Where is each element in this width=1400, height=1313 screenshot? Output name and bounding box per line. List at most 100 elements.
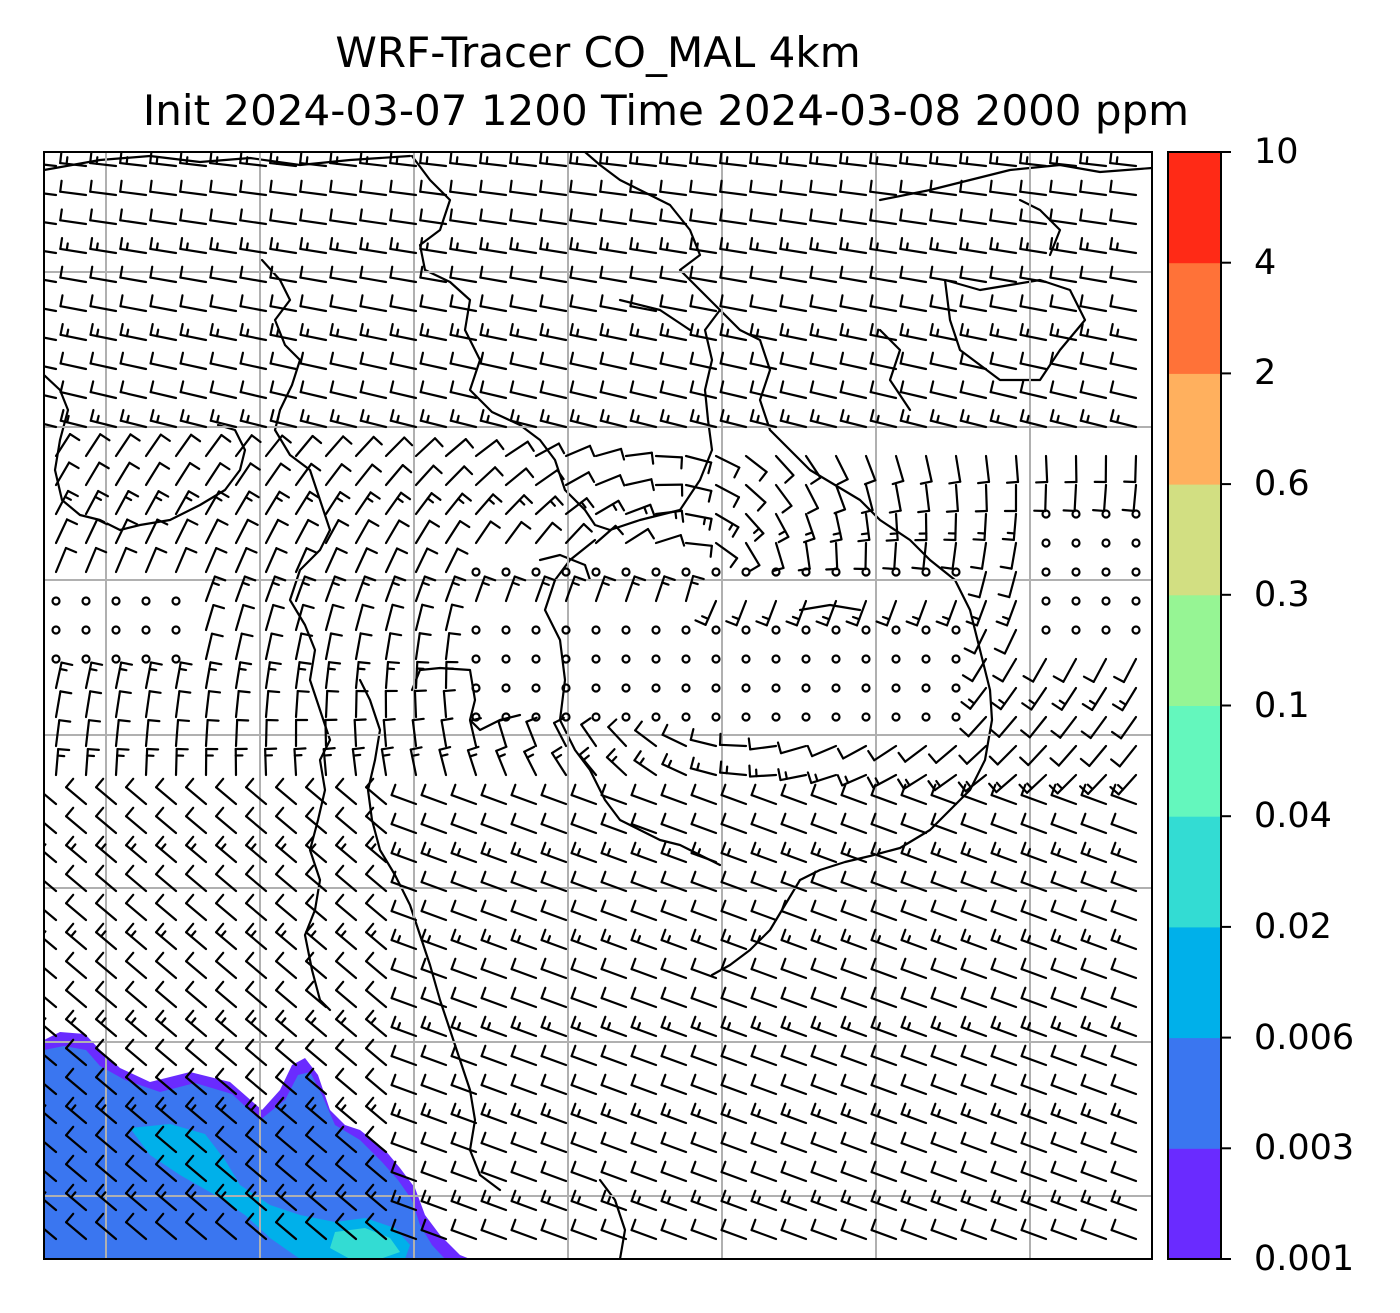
calm-marker [111, 596, 121, 606]
wind-barb [84, 546, 108, 574]
wind-barb [480, 841, 508, 864]
calm-marker [1131, 567, 1141, 577]
wind-barb [840, 899, 868, 922]
wind-barb [569, 380, 598, 400]
wind-barb [750, 1160, 778, 1183]
wind-barb [900, 841, 928, 864]
wind-barb [114, 719, 131, 748]
wind-barb [95, 1038, 118, 1067]
wind-barb [750, 1044, 778, 1067]
wind-barb [539, 179, 568, 197]
wind-barb [1049, 236, 1078, 255]
wind-barb [965, 599, 988, 627]
wind-barb [1049, 208, 1078, 226]
wind-barb [967, 570, 988, 599]
wind-barb [989, 294, 1018, 313]
wind-barb [943, 512, 958, 542]
wind-barb [1050, 812, 1078, 835]
wind-barb [234, 718, 250, 748]
wind-barb [840, 957, 868, 980]
wind-barb [450, 899, 478, 922]
wind-barb [324, 632, 343, 661]
calm-marker [771, 712, 781, 722]
wind-barb [659, 351, 688, 371]
wind-barb [234, 603, 255, 632]
wind-barb [299, 152, 328, 168]
wind-barb [840, 1073, 868, 1096]
wind-barb [569, 179, 598, 197]
wind-barb [605, 748, 628, 777]
wind-barb [990, 1073, 1018, 1096]
wind-barb [414, 437, 444, 458]
wind-barb [365, 777, 388, 806]
wind-barb [990, 928, 1018, 951]
wind-barb [1020, 1160, 1048, 1183]
wind-barb [389, 322, 418, 342]
wind-barb [552, 716, 568, 748]
wind-barb [479, 408, 508, 429]
calm-marker [891, 567, 901, 577]
wind-barb [1079, 265, 1108, 284]
wind-barb [95, 922, 118, 951]
calm-marker [1041, 596, 1051, 606]
wind-barb [510, 899, 538, 922]
wind-barb [95, 893, 118, 922]
wind-barb [747, 737, 778, 751]
wind-barb [659, 294, 688, 313]
wind-barb [335, 980, 358, 1009]
wind-barb [413, 689, 428, 719]
wind-barb [1020, 1189, 1048, 1212]
wind-barb [836, 744, 868, 760]
wind-barb [963, 628, 988, 655]
wind-barb [839, 380, 868, 400]
wind-barb [654, 454, 684, 470]
calm-marker [1101, 538, 1111, 548]
wind-barb [888, 483, 902, 514]
wind-barb [948, 454, 962, 485]
wind-barb [629, 236, 658, 255]
wind-barb [540, 1073, 568, 1096]
wind-barb [869, 351, 898, 371]
wind-barb [990, 812, 1018, 835]
wind-barb [299, 294, 328, 313]
wind-barb [510, 1102, 538, 1125]
calm-marker [471, 712, 481, 722]
wind-barb [869, 265, 898, 284]
wind-barb [1020, 715, 1048, 739]
wind-barb [1080, 1102, 1108, 1125]
wind-barb [209, 152, 238, 168]
wind-barb [960, 686, 988, 710]
wind-barb [599, 408, 628, 429]
wind-barb [594, 499, 626, 516]
wind-barb [420, 870, 448, 893]
wind-barb [275, 806, 298, 835]
wind-barb [1020, 957, 1048, 980]
wind-barb [419, 380, 448, 400]
wind-barb [209, 380, 238, 400]
wind-barb [444, 547, 469, 574]
wind-barb [510, 1189, 538, 1212]
calm-marker [891, 712, 901, 722]
wind-barb [630, 899, 658, 922]
wind-barb [930, 1073, 958, 1096]
wind-barb [659, 208, 688, 226]
wind-barb [654, 575, 676, 603]
wind-barb [365, 1125, 388, 1154]
wind-barb [839, 179, 868, 197]
wind-barb [239, 322, 268, 342]
wind-barb [84, 661, 104, 690]
wind-barb [275, 893, 298, 922]
wind-barb [245, 864, 268, 893]
wind-barb [84, 433, 111, 458]
wind-barb [900, 783, 928, 806]
wind-barb [179, 179, 208, 197]
wind-barb [540, 957, 568, 980]
wind-barb [990, 1189, 1018, 1212]
wind-barb [900, 928, 928, 951]
wind-barb [689, 265, 718, 284]
wind-barb [1019, 380, 1048, 400]
wind-barb [810, 1131, 838, 1154]
wind-barb [960, 1102, 988, 1125]
wind-barb [54, 719, 72, 748]
wind-barb [245, 1183, 268, 1212]
